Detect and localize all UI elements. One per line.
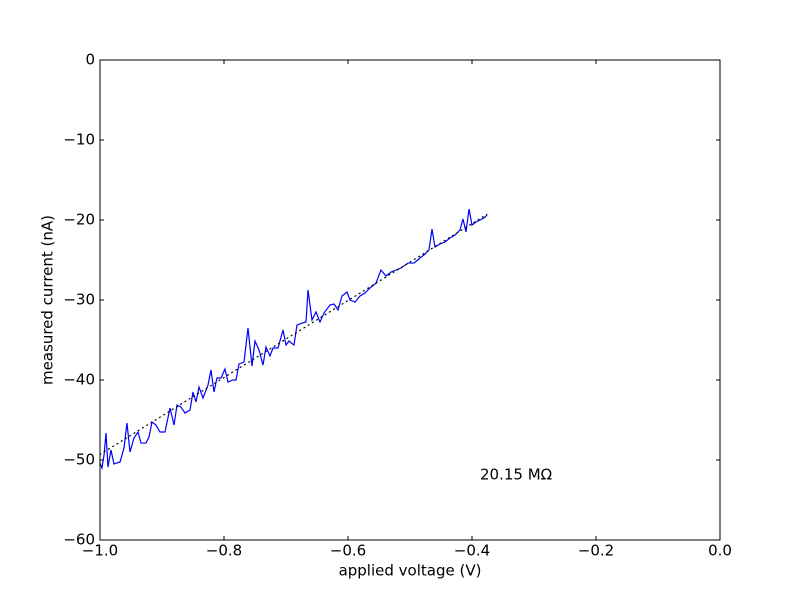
y-tick-label: −50 [63, 451, 95, 469]
y-tick-label: −10 [63, 131, 95, 149]
x-tick-label: −0.4 [454, 542, 490, 560]
y-axis-label: measured current (nA) [39, 215, 57, 385]
y-tick-label: 0 [85, 51, 95, 69]
x-axis-label: applied voltage (V) [339, 562, 482, 580]
x-tick-label: −0.6 [330, 542, 366, 560]
y-tick-label: −40 [63, 371, 95, 389]
x-tick-label: −0.8 [206, 542, 242, 560]
y-tick-label: −30 [63, 291, 95, 309]
fit-line [99, 213, 488, 455]
y-tick-label: −20 [63, 211, 95, 229]
data-line [99, 208, 488, 471]
x-tick-label: 0.0 [708, 542, 732, 560]
x-tick-label: −1.0 [82, 542, 118, 560]
annotation: 20.15 MΩ [480, 466, 552, 484]
plot-frame [99, 59, 721, 541]
y-tick-label: −60 [63, 531, 95, 549]
x-tick-label: −0.2 [578, 542, 614, 560]
